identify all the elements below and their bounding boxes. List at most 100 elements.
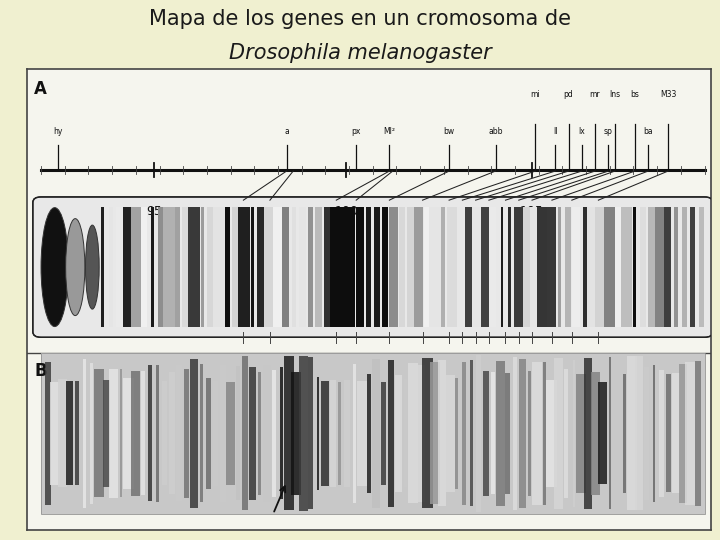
Bar [636,356,643,510]
Bar [272,370,276,497]
Bar [264,207,274,327]
Bar [546,380,557,487]
Text: a: a [284,127,289,137]
Bar [604,207,615,327]
Bar [131,207,141,327]
Bar [640,207,646,327]
Text: mi: mi [531,90,540,99]
Bar [109,207,113,327]
Bar [530,207,539,327]
Bar [483,371,489,496]
Bar [372,359,380,508]
Bar [176,207,179,327]
Bar [220,364,226,502]
Text: Ml²: Ml² [383,127,395,137]
Bar [476,355,481,511]
Ellipse shape [66,219,85,315]
Text: A: A [35,80,47,98]
Text: B: B [35,362,47,380]
Bar [330,207,341,327]
Bar [679,364,687,503]
Bar [543,362,546,505]
Bar [207,207,215,327]
Bar [615,207,621,327]
Bar [45,362,50,505]
Ellipse shape [86,225,99,309]
Bar [292,207,296,327]
Bar [666,374,671,492]
Bar [623,374,626,493]
Text: ba: ba [643,127,653,137]
Bar [374,207,380,327]
Bar [158,207,163,327]
Bar [519,359,526,508]
Bar [307,207,313,327]
Bar [315,207,323,327]
Bar [242,356,248,510]
Bar [356,381,367,486]
Bar [547,207,556,327]
Bar [554,357,564,509]
Text: lx: lx [578,127,585,137]
Bar [591,372,600,495]
Bar [291,372,302,495]
Bar [598,382,607,484]
Bar [131,370,140,496]
Bar [528,370,531,496]
Bar [356,207,364,327]
Bar [423,207,430,327]
Bar [395,375,402,492]
Bar [513,207,523,327]
Bar [184,369,189,498]
Bar [330,380,336,487]
Bar [465,207,472,327]
Bar [299,356,308,511]
Bar [564,368,568,498]
Bar [447,207,456,327]
Text: Ins: Ins [609,90,621,99]
Bar [665,207,671,327]
Text: M33: M33 [660,90,676,99]
Bar [382,382,386,485]
Bar [429,207,441,327]
Bar [633,207,636,327]
Bar [232,207,240,327]
Bar [438,360,446,507]
Bar [615,380,620,487]
Bar [685,362,696,505]
Text: Mapa de los genes en un cromosoma de: Mapa de los genes en un cromosoma de [149,9,571,29]
Bar [141,207,147,327]
Bar [382,207,388,327]
Bar [251,207,254,327]
Bar [280,367,283,499]
Bar [282,207,289,327]
Bar [523,207,530,327]
Bar [652,365,655,502]
Bar [257,207,264,327]
Bar [366,207,371,327]
Bar [675,207,678,327]
Text: mr: mr [590,90,600,99]
Bar [513,357,518,510]
Bar [94,369,104,497]
Text: bs: bs [631,90,639,99]
Bar [644,367,649,500]
Bar [659,370,664,497]
Bar [367,374,372,493]
Bar [595,207,607,327]
Bar [238,207,250,327]
Bar [415,365,425,502]
Bar [338,382,341,484]
Bar [299,207,306,327]
Bar [627,356,636,510]
Bar [349,207,355,327]
Bar [120,369,122,497]
Text: bw: bw [444,127,454,137]
Text: sp: sp [604,127,613,137]
Bar [559,207,561,327]
Bar [572,360,575,507]
FancyBboxPatch shape [33,197,713,338]
Bar [423,358,433,509]
Bar [225,207,230,327]
Bar [695,361,701,506]
